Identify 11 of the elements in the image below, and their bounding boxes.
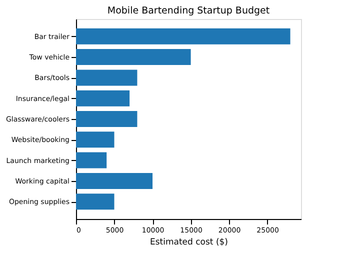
bar bbox=[76, 111, 138, 127]
bar bbox=[76, 132, 114, 148]
bar bbox=[76, 49, 191, 66]
bar bbox=[76, 152, 107, 168]
chart-title: Mobile Bartending Startup Budget bbox=[107, 6, 270, 16]
bar bbox=[76, 28, 290, 44]
x-axis-title: Estimated cost ($) bbox=[150, 238, 228, 248]
bar bbox=[76, 90, 130, 106]
bar bbox=[76, 172, 153, 189]
bar bbox=[76, 70, 138, 86]
bar bbox=[76, 194, 114, 210]
